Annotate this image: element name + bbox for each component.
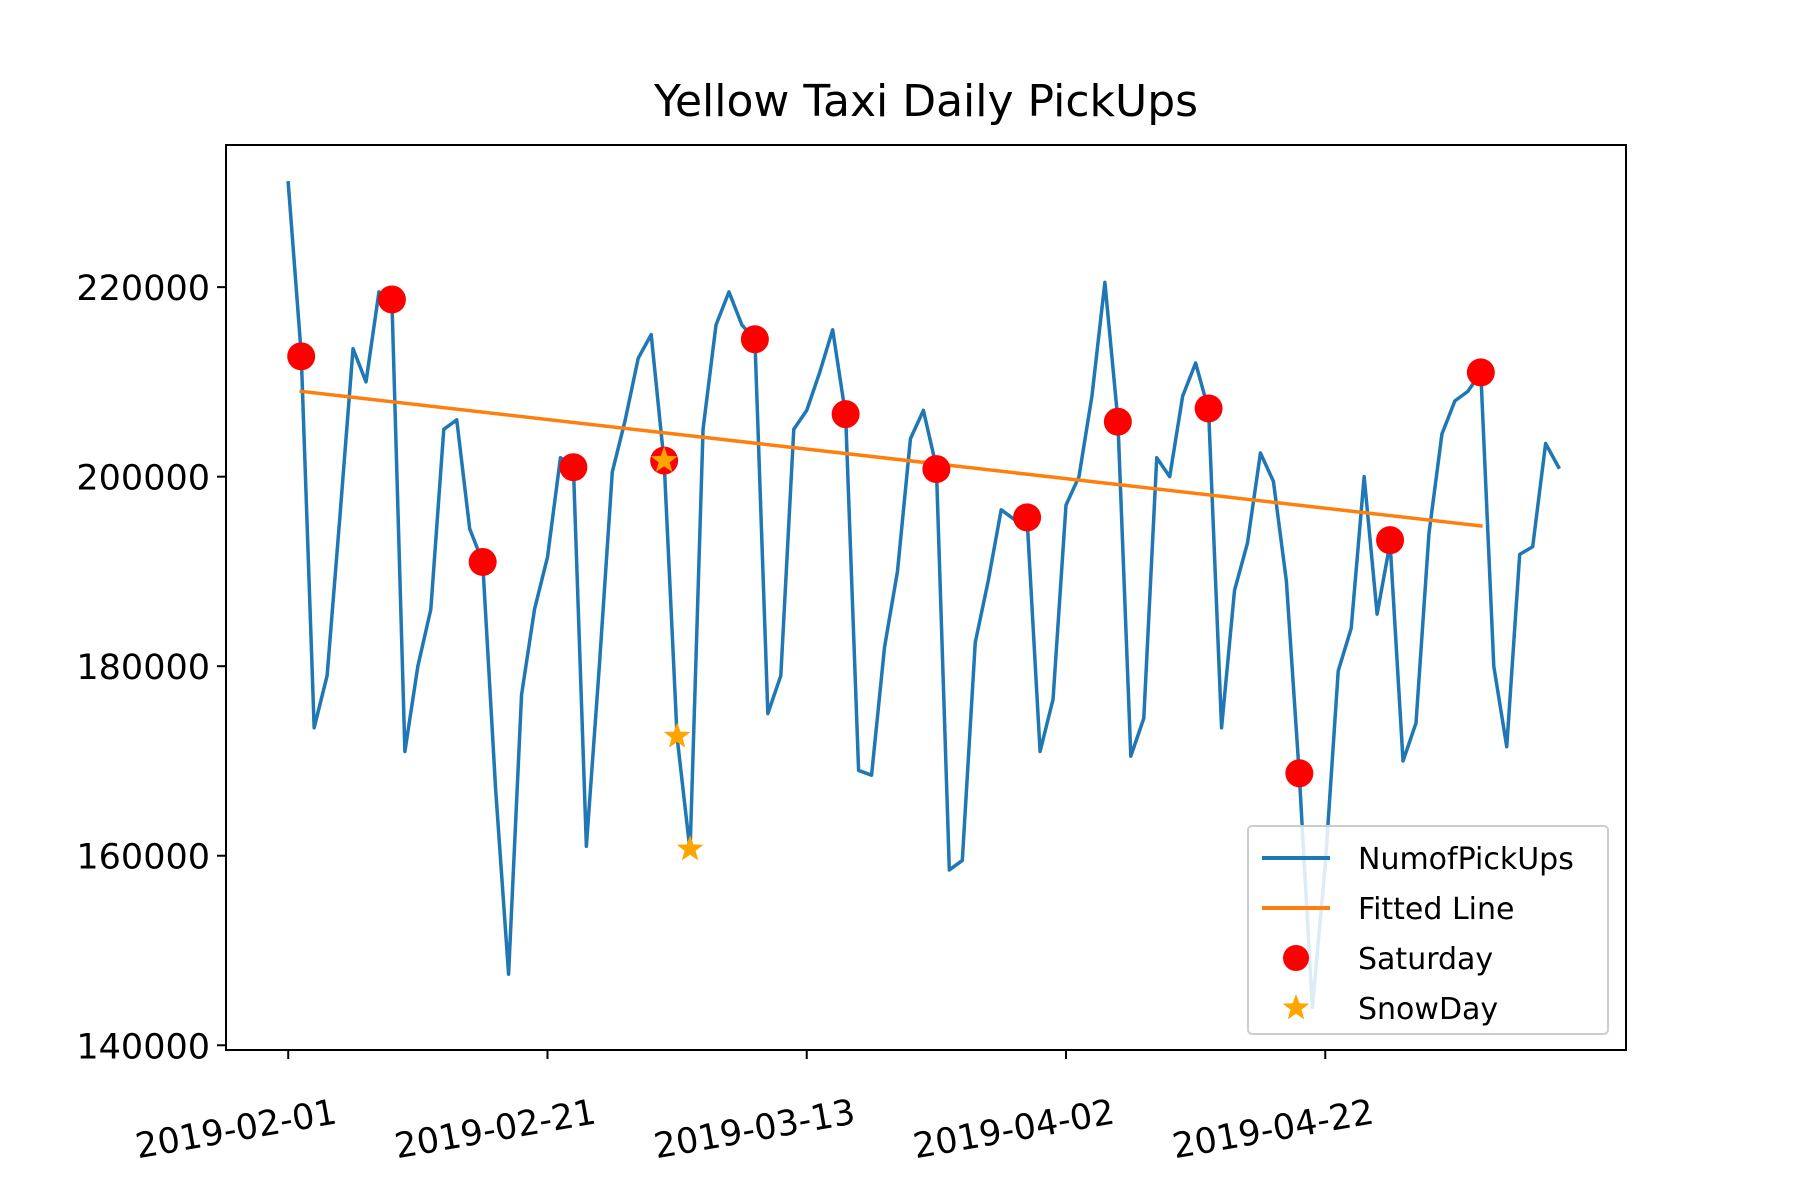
saturday-point <box>1103 407 1132 436</box>
legend-label: NumofPickUps <box>1358 842 1574 877</box>
saturday-point <box>1466 358 1495 387</box>
snowday-point <box>650 446 678 472</box>
saturday-point <box>740 325 769 354</box>
series-line-fitted <box>299 389 1483 528</box>
snowday-point <box>676 835 704 861</box>
legend-label: Saturday <box>1358 942 1493 977</box>
y-tick-label: 140000 <box>76 1027 210 1067</box>
legend-handle-circle <box>1283 945 1309 971</box>
legend-label: Fitted Line <box>1358 892 1515 927</box>
saturday-point <box>377 285 406 314</box>
y-tick-label: 200000 <box>76 459 210 499</box>
axes-frame <box>225 144 1627 1051</box>
y-tick-label: 160000 <box>76 838 210 878</box>
legend-label: SnowDay <box>1358 992 1498 1027</box>
series-line-numofpickups <box>286 181 1561 1010</box>
saturday-point <box>1376 526 1405 555</box>
saturday-point <box>1194 394 1223 423</box>
saturday-point <box>1013 503 1042 532</box>
saturday-point <box>559 453 588 482</box>
legend-handle-star <box>1282 994 1310 1020</box>
saturday-point <box>287 342 316 371</box>
legend-box <box>1247 825 1609 1035</box>
saturday-point <box>1285 759 1314 788</box>
legend: NumofPickUps Fitted Line Saturday SnowDay <box>1247 825 1609 1035</box>
y-tick-label: 180000 <box>76 648 210 688</box>
snowday-point <box>663 722 691 748</box>
plot-area: 1400001600001800002000002200002019-02-01… <box>76 144 1627 1167</box>
y-tick-label: 220000 <box>76 269 210 309</box>
saturday-point <box>922 455 951 484</box>
saturday-point <box>831 400 860 429</box>
saturday-point <box>468 547 497 576</box>
chart-title: Yellow Taxi Daily PickUps <box>653 76 1198 127</box>
